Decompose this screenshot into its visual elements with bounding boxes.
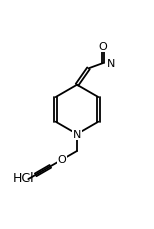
- Text: O: O: [99, 42, 107, 52]
- Text: HCl: HCl: [12, 172, 34, 185]
- Text: N: N: [73, 129, 81, 139]
- Text: O: O: [58, 154, 67, 164]
- Text: N: N: [107, 59, 115, 69]
